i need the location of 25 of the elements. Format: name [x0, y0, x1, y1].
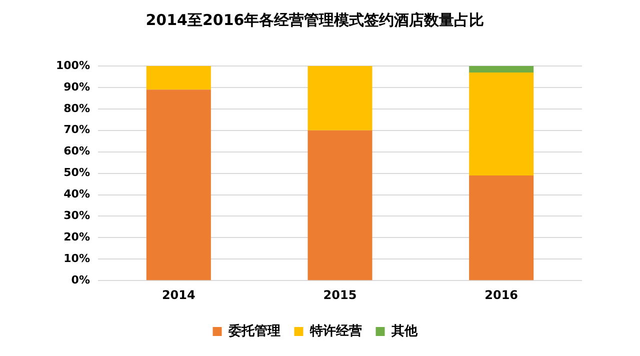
legend-label: 委托管理	[227, 322, 280, 339]
bar	[469, 175, 534, 280]
bar	[469, 66, 534, 72]
y-tick-label: 60%	[64, 144, 90, 158]
y-tick-label: 50%	[64, 166, 90, 180]
bar	[469, 72, 534, 176]
x-tick-label: 2016	[484, 288, 518, 302]
y-tick-label: 100%	[56, 58, 90, 72]
y-tick-label: 0%	[71, 273, 90, 286]
x-tick-label: 2014	[162, 288, 196, 302]
bar	[308, 130, 372, 280]
legend-label: 其他	[390, 324, 418, 339]
y-tick-label: 10%	[64, 252, 90, 265]
chart-title: 2014至2016年各经营管理模式签约酒店数量占比	[146, 10, 484, 29]
legend-label: 特许经营	[308, 322, 362, 339]
y-tick-label: 70%	[64, 123, 90, 136]
y-tick-label: 90%	[64, 80, 90, 94]
y-tick-label: 20%	[64, 230, 90, 244]
bar	[146, 90, 211, 280]
y-tick-label: 30%	[64, 209, 90, 222]
bar	[146, 66, 211, 90]
y-tick-label: 40%	[64, 188, 90, 201]
y-tick-label: 80%	[64, 102, 90, 115]
bar	[308, 66, 372, 130]
x-tick-label: 2015	[323, 288, 357, 302]
